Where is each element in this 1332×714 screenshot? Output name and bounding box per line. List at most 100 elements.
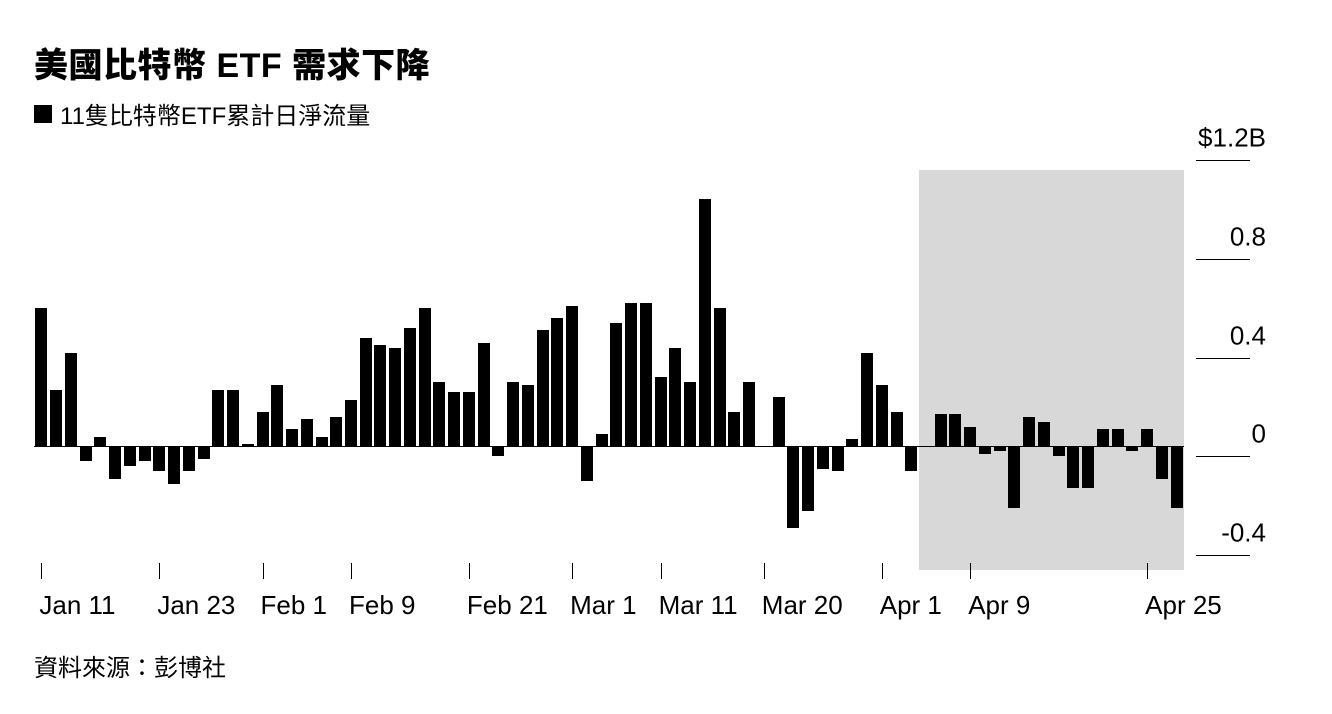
bar — [360, 338, 372, 447]
bar — [1023, 417, 1035, 447]
y-tick-line — [1196, 456, 1250, 457]
bar — [65, 353, 77, 447]
bar — [743, 382, 755, 446]
bar — [478, 343, 490, 447]
x-tick-label: Mar 11 — [659, 590, 738, 621]
x-tick-label: Mar 20 — [762, 590, 843, 621]
bar — [316, 437, 328, 447]
x-tick — [469, 563, 470, 579]
x-tick-label: Apr 25 — [1145, 590, 1222, 621]
bar — [1038, 422, 1050, 447]
bar — [610, 323, 622, 447]
y-tick-line — [1196, 259, 1250, 260]
bar — [773, 397, 785, 446]
y-tick-label: 0 — [1252, 419, 1266, 450]
bar — [832, 446, 844, 471]
bar — [50, 390, 62, 447]
bar — [876, 385, 888, 447]
bar — [35, 308, 47, 446]
x-tick — [970, 563, 971, 579]
bar — [507, 382, 519, 446]
bar — [463, 392, 475, 446]
bar — [404, 328, 416, 447]
bar — [139, 446, 151, 461]
bar — [994, 446, 1006, 451]
bar — [1082, 446, 1094, 488]
bar — [301, 419, 313, 446]
shaded-region — [919, 170, 1184, 570]
x-tick — [351, 563, 352, 579]
bar — [728, 412, 740, 447]
x-tick — [159, 563, 160, 579]
x-tick — [882, 563, 883, 579]
bar — [124, 446, 136, 466]
bar — [257, 412, 269, 447]
bar — [271, 385, 283, 447]
bar — [566, 306, 578, 447]
bar — [699, 199, 711, 446]
legend-swatch — [34, 105, 52, 123]
bar — [1067, 446, 1079, 488]
bar — [522, 385, 534, 447]
bar — [891, 412, 903, 447]
x-tick-label: Apr 9 — [968, 590, 1030, 621]
bar — [1141, 429, 1153, 446]
bar — [655, 377, 667, 446]
bar — [817, 446, 829, 468]
bar — [80, 446, 92, 461]
chart-title: 美國比特幣 ETF 需求下降 — [34, 38, 430, 87]
bar — [625, 303, 637, 446]
x-tick — [572, 563, 573, 579]
bar — [212, 390, 224, 447]
x-tick-label: Mar 1 — [570, 590, 636, 621]
bar — [802, 446, 814, 510]
x-tick — [41, 563, 42, 579]
y-tick-label: 0.8 — [1230, 221, 1266, 252]
bar — [935, 414, 947, 446]
bar — [345, 400, 357, 447]
bar — [1156, 446, 1168, 478]
bar — [684, 382, 696, 446]
x-tick-label: Feb 9 — [349, 590, 416, 621]
bar — [242, 444, 254, 446]
bar — [979, 446, 991, 453]
legend-label: 11隻比特幣ETF累計日淨流量 — [60, 96, 370, 131]
bar — [492, 446, 504, 456]
x-tick-label: Jan 23 — [157, 590, 235, 621]
bar — [374, 345, 386, 446]
bar — [153, 446, 165, 471]
chart-source: 資料來源：彭博社 — [34, 648, 226, 683]
bar — [433, 382, 445, 446]
bar — [846, 439, 858, 446]
bar — [1112, 429, 1124, 446]
bar — [714, 308, 726, 446]
y-tick-line — [1196, 160, 1250, 161]
bar — [581, 446, 593, 481]
bar — [596, 434, 608, 446]
x-tick — [263, 563, 264, 579]
bar — [669, 348, 681, 447]
chart-plot-area: Jan 11Jan 23Feb 1Feb 9Feb 21Mar 1Mar 11M… — [34, 150, 1184, 570]
bar — [94, 437, 106, 447]
y-tick-label: 0.4 — [1230, 320, 1266, 351]
bar — [419, 308, 431, 446]
x-tick — [1147, 563, 1148, 579]
bar — [227, 390, 239, 447]
x-tick-label: Feb 21 — [467, 590, 548, 621]
bar — [787, 446, 799, 528]
bar — [861, 353, 873, 447]
bar — [168, 446, 180, 483]
x-tick — [764, 563, 765, 579]
bar — [640, 303, 652, 446]
bar — [964, 427, 976, 447]
bar — [1171, 446, 1183, 508]
x-tick-label: Apr 1 — [880, 590, 942, 621]
bar — [1008, 446, 1020, 508]
bar — [330, 417, 342, 447]
bar — [198, 446, 210, 458]
legend: 11隻比特幣ETF累計日淨流量 — [34, 96, 370, 131]
bar — [537, 330, 549, 446]
bar — [286, 429, 298, 446]
bar — [905, 446, 917, 471]
y-tick-label: $1.2B — [1198, 123, 1266, 154]
